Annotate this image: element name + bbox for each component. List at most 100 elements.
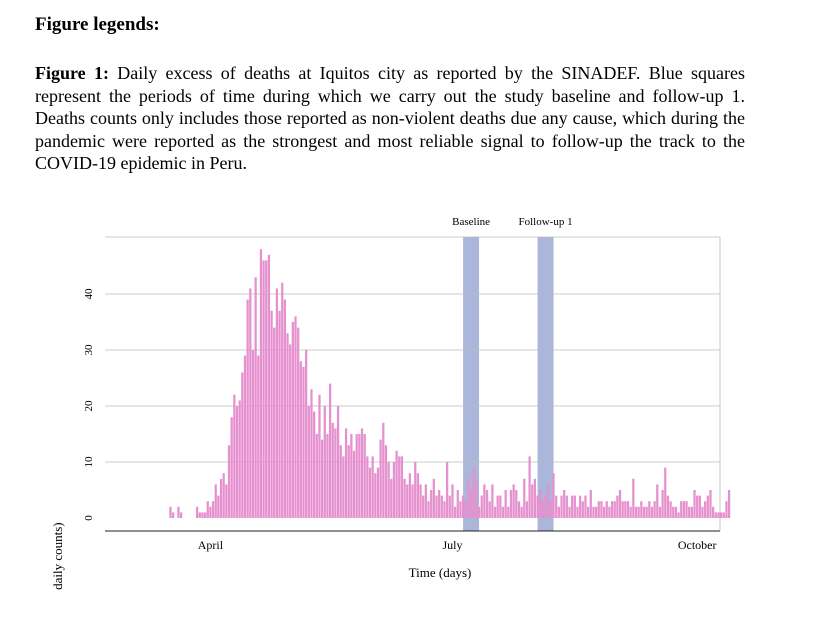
- bar-day-151: [368, 467, 372, 518]
- bar-day-127: [305, 350, 308, 518]
- bar-day-98: [227, 445, 231, 518]
- bar-day-255: [645, 506, 648, 518]
- y-tick-label-30: 30: [83, 344, 95, 356]
- bar-day-202: [504, 490, 507, 518]
- bar-day-153: [374, 473, 377, 518]
- bar-day-80: [180, 512, 183, 518]
- bar-day-188: [467, 478, 470, 518]
- bar-day-272: [690, 506, 693, 518]
- bar-day-184: [456, 490, 459, 518]
- bar-day-273: [693, 490, 696, 518]
- caption-text: Daily excess of deaths at Iquitos city a…: [35, 63, 745, 173]
- bar-day-183: [453, 506, 457, 518]
- bar-day-160: [392, 462, 396, 518]
- bar-day-86: [195, 506, 199, 518]
- bar-day-112: [265, 260, 268, 518]
- bar-day-232: [584, 495, 587, 518]
- bar-day-144: [350, 434, 353, 518]
- bar-day-229: [576, 506, 579, 518]
- bar-day-182: [451, 484, 454, 518]
- bar-day-107: [251, 350, 255, 518]
- bar-day-274: [696, 495, 699, 518]
- bar-day-171: [422, 495, 425, 518]
- figure-legends-heading: Figure legends:: [35, 14, 160, 35]
- bar-day-139: [336, 406, 340, 518]
- bar-day-190: [472, 467, 475, 518]
- bar-day-211: [528, 456, 531, 518]
- bar-day-130: [313, 411, 316, 518]
- bar-day-104: [243, 355, 247, 518]
- bar-day-178: [440, 495, 443, 518]
- bar-day-284: [722, 512, 725, 518]
- bar-day-173: [427, 501, 430, 518]
- figure-caption: Figure 1: Daily excess of deaths at Iqui…: [35, 62, 745, 175]
- bar-day-271: [688, 506, 691, 518]
- x-tick-label-april: April: [198, 538, 224, 552]
- bar-day-213: [533, 478, 537, 518]
- bar-day-252: [637, 506, 640, 518]
- bar-day-254: [642, 506, 646, 518]
- bar-day-281: [714, 512, 717, 518]
- bar-day-268: [680, 501, 683, 518]
- bar-day-208: [520, 506, 523, 518]
- bar-day-245: [618, 490, 622, 518]
- bar-day-159: [390, 478, 393, 518]
- excess-deaths-chart: Baseline Follow-up 1 0 10 20 30 40 April July O…: [50, 216, 731, 590]
- bar-day-150: [366, 456, 369, 518]
- bar-day-164: [403, 478, 406, 518]
- bar-day-235: [592, 506, 595, 518]
- bar-day-201: [501, 506, 505, 518]
- bar-day-253: [640, 501, 643, 518]
- bar-day-226: [568, 506, 571, 518]
- bar-day-247: [624, 501, 627, 518]
- x-tick-label-october: October: [678, 538, 717, 552]
- bar-day-265: [672, 506, 675, 518]
- bar-day-234: [589, 490, 592, 518]
- bar-day-146: [355, 434, 358, 518]
- bar-day-125: [299, 361, 302, 518]
- bar-day-206: [515, 490, 518, 518]
- y-axis: 0 10 20 30 40: [83, 288, 95, 521]
- bar-day-89: [203, 512, 207, 518]
- bar-day-250: [632, 478, 635, 518]
- bar-day-143: [347, 445, 350, 518]
- bar-day-165: [406, 484, 409, 518]
- bar-day-114: [270, 310, 273, 518]
- bar-day-285: [725, 501, 728, 518]
- bar-day-149: [363, 434, 366, 518]
- bar-day-230: [579, 495, 582, 518]
- bar-day-243: [613, 501, 616, 518]
- bar-day-199: [496, 495, 499, 518]
- bar-day-223: [560, 495, 563, 518]
- bar-day-176: [435, 495, 438, 518]
- bar-day-187: [464, 501, 467, 518]
- bar-day-145: [352, 450, 356, 518]
- bar-day-108: [254, 277, 257, 518]
- bar-day-276: [701, 506, 704, 518]
- bar-day-91: [209, 506, 212, 518]
- bar-day-161: [395, 450, 398, 518]
- bar-day-141: [342, 456, 345, 518]
- bar-day-207: [517, 501, 521, 518]
- bars: [169, 249, 731, 519]
- bar-day-169: [416, 473, 420, 518]
- bar-day-156: [382, 422, 385, 518]
- bar-day-222: [557, 506, 560, 518]
- bar-day-87: [198, 512, 201, 518]
- bar-day-175: [432, 478, 435, 518]
- bar-day-118: [281, 282, 284, 518]
- bar-day-286: [727, 490, 731, 518]
- bar-day-256: [648, 501, 651, 518]
- bar-day-215: [539, 490, 542, 518]
- bar-day-205: [512, 484, 515, 518]
- bar-day-185: [459, 501, 462, 518]
- bar-day-203: [507, 506, 510, 518]
- bar-day-237: [597, 501, 600, 518]
- bar-day-260: [658, 506, 662, 518]
- bar-day-131: [315, 434, 318, 518]
- bar-day-96: [222, 473, 225, 518]
- bar-day-109: [257, 355, 260, 518]
- bar-day-177: [438, 490, 441, 518]
- shaded-period-label-1: Follow-up 1: [519, 216, 573, 228]
- bar-day-90: [206, 501, 209, 518]
